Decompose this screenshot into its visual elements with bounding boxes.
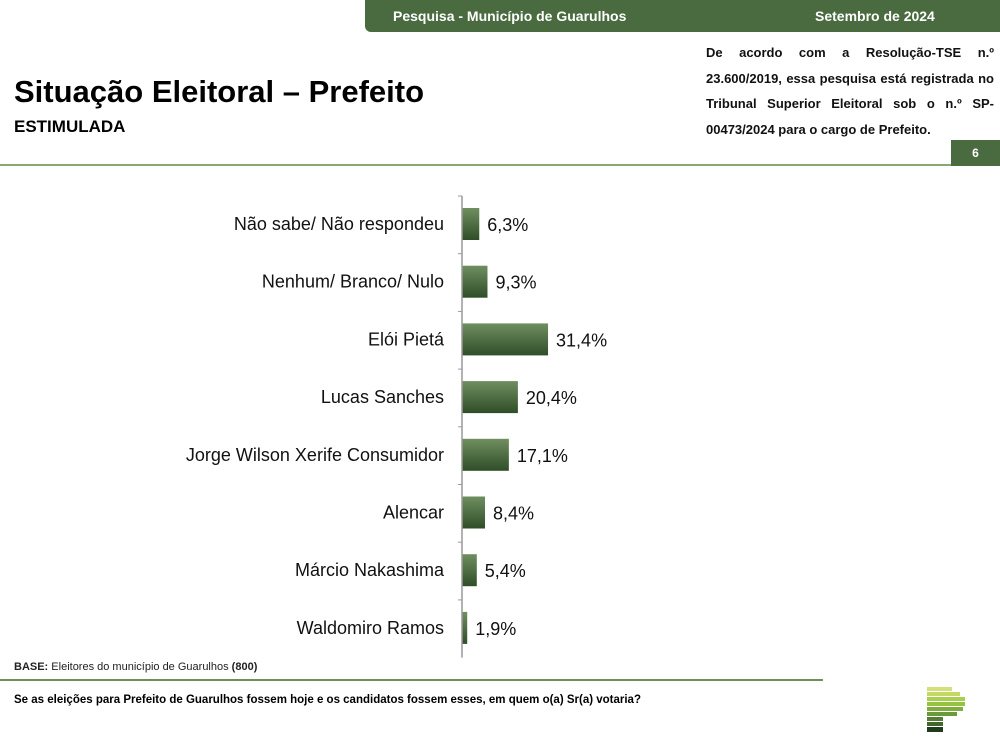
survey-name: Pesquisa - Município de Guarulhos <box>393 8 627 24</box>
page-number: 6 <box>951 140 1000 166</box>
data-label: 8,4% <box>493 504 534 524</box>
base-label: BASE: <box>14 661 49 673</box>
survey-date: Setembro de 2024 <box>815 8 935 24</box>
data-label: 6,3% <box>487 215 528 235</box>
category-label: Nenhum/ Branco/ Nulo <box>262 272 444 292</box>
bar <box>462 611 468 644</box>
base-count: (800) <box>231 661 258 673</box>
divider <box>0 164 951 166</box>
bar-chart: Não sabe/ Não respondeu 6,3% Nenhum/ Branc… <box>186 195 607 658</box>
category-label: Alencar <box>383 503 444 523</box>
tse-notice: De acordo com a Resolução-TSE n.º 23.600… <box>706 45 994 137</box>
category-label: Elói Pietá <box>368 329 445 349</box>
data-label: 17,1% <box>517 446 568 466</box>
logo-icon <box>927 687 965 732</box>
data-label: 20,4% <box>526 388 577 408</box>
page-subtitle: ESTIMULADA <box>14 117 126 136</box>
bar <box>462 323 549 356</box>
bar <box>462 208 480 240</box>
bar <box>462 496 486 529</box>
data-label: 5,4% <box>485 561 526 581</box>
category-label: Jorge Wilson Xerife Consumidor <box>186 445 444 465</box>
bar <box>462 554 477 587</box>
divider <box>0 679 823 681</box>
category-label: Waldomiro Ramos <box>297 618 444 638</box>
base-note: BASE: Eleitores do município de Guarulho… <box>14 661 257 673</box>
bar <box>462 438 509 471</box>
bar <box>462 265 488 298</box>
category-label: Márcio Nakashima <box>295 560 445 580</box>
base-text: Eleitores do município de Guarulhos <box>48 661 232 673</box>
data-label: 9,3% <box>495 273 536 293</box>
category-label: Lucas Sanches <box>321 387 444 407</box>
page-title: Situação Eleitoral – Prefeito <box>14 74 425 109</box>
data-label: 1,9% <box>475 619 516 639</box>
survey-question: Se as eleições para Prefeito de Guarulho… <box>14 694 641 706</box>
bar <box>462 381 518 414</box>
data-label: 31,4% <box>556 330 607 350</box>
header-bar: Pesquisa - Município de Guarulhos Setemb… <box>365 0 1000 32</box>
category-label: Não sabe/ Não respondeu <box>234 214 444 234</box>
